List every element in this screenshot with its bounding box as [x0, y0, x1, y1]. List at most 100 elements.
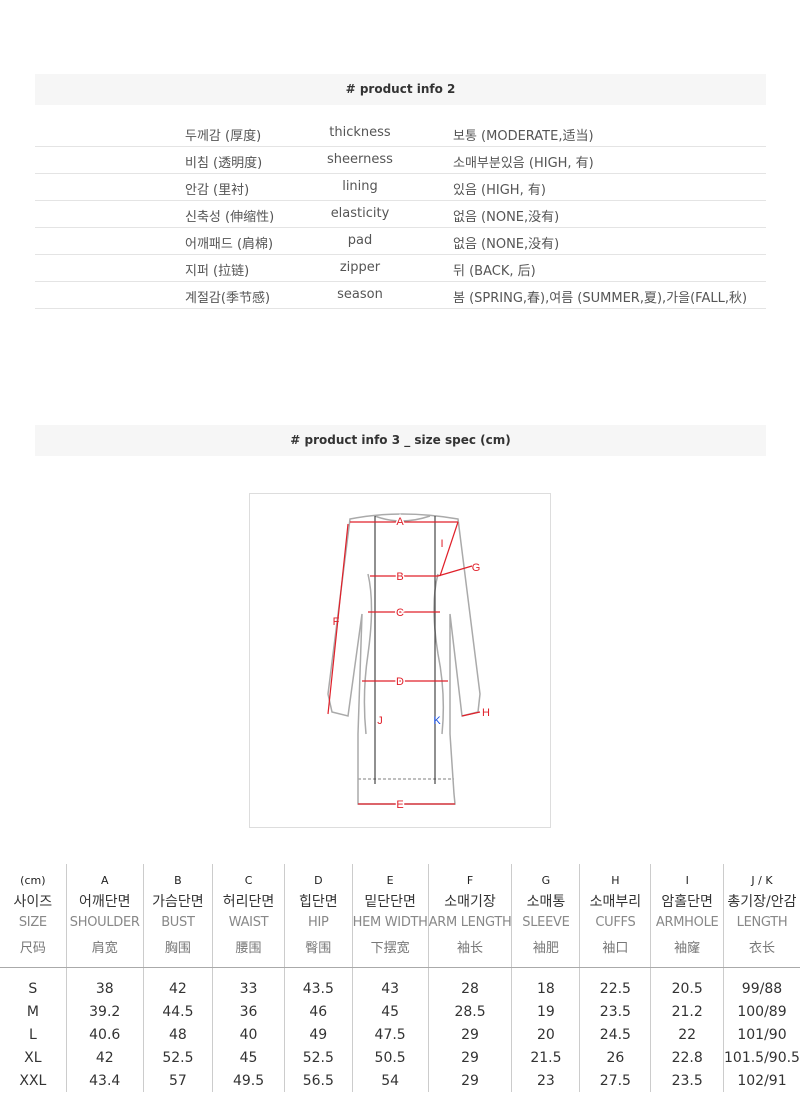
column-korean: 소매부리	[589, 894, 642, 910]
column-chinese: 下摆宽	[370, 941, 410, 956]
attribute-value: 없음 (NONE,没有)	[453, 210, 560, 225]
size-value: 38	[65, 967, 144, 1000]
column-korean: 소매통	[526, 894, 566, 910]
attribute-korean: 신축성 (伸缩性)	[185, 210, 275, 225]
column-letter: C	[244, 874, 253, 887]
diagram-label-g: G	[472, 562, 481, 574]
attribute-value: 있음 (HIGH, 有)	[453, 183, 546, 198]
column-korean: 소매기장	[444, 894, 496, 910]
attribute-english: sheerness	[327, 152, 393, 167]
size-value: 48	[142, 1023, 213, 1046]
info-row: 지퍼 (拉链) zipper 뒤 (BACK, 后)	[35, 255, 766, 282]
size-value: 45	[351, 1000, 429, 1023]
column-korean: 암홀단면	[661, 894, 713, 910]
column-korean: 힙단면	[298, 894, 338, 910]
size-value: 39.2	[65, 1000, 144, 1023]
column-chinese: 袖窿	[674, 941, 701, 956]
attribute-value: 봄 (SPRING,春),여름 (SUMMER,夏),가을(FALL,秋)	[453, 291, 748, 306]
size-value: 22.8	[650, 1046, 724, 1069]
size-value: 42	[142, 967, 213, 1000]
size-value: 29	[427, 1069, 512, 1092]
size-value: 101/90	[722, 1023, 800, 1046]
size-value: 24.5	[579, 1023, 651, 1046]
column-english: SLEEVE	[522, 915, 570, 930]
column-english: SIZE	[18, 915, 47, 930]
info-row: 어깨패드 (肩棉) pad 없음 (NONE,没有)	[35, 228, 766, 255]
column-chinese: 袖肥	[532, 941, 559, 956]
column-korean: 밑단단면	[364, 894, 416, 910]
column-korean: 사이즈	[13, 894, 53, 910]
column-english: BUST	[161, 915, 195, 930]
attribute-korean: 지퍼 (拉链)	[185, 264, 250, 279]
table-row: XL 42 52.5 45 52.5 50.5 29 21.5 26 22.8 101.5/90.5	[0, 1046, 800, 1069]
info-row: 신축성 (伸缩性) elasticity 없음 (NONE,没有)	[35, 201, 766, 228]
column-header: J / K 총기장/안감 LENGTH 衣长	[722, 864, 800, 968]
size-value: 102/91	[722, 1069, 800, 1092]
size-label: M	[26, 1003, 39, 1020]
size-value: 99/88	[722, 967, 800, 1000]
column-letter: F	[466, 874, 474, 887]
diagram-label-c: C	[396, 607, 404, 619]
diagram-label-j: J	[377, 715, 383, 727]
size-label: XXL	[19, 1072, 47, 1089]
size-value: 21.2	[650, 1000, 724, 1023]
size-value: 52.5	[142, 1046, 213, 1069]
table-row: M 39.2 44.5 36 46 45 28.5 19 23.5 21.2 100/89	[0, 1000, 800, 1023]
column-header: C 허리단면 WAIST 腰围	[212, 864, 285, 968]
diagram-label-f: F	[333, 616, 340, 628]
size-value: 23.5	[579, 1000, 651, 1023]
size-value: 28.5	[427, 1000, 512, 1023]
size-value: 33	[212, 967, 285, 1000]
section-header-product-info-2: # product info 2	[35, 74, 766, 105]
size-value: 23.5	[650, 1069, 724, 1092]
info-row: 비침 (透明度) sheerness 소매부분있음 (HIGH, 有)	[35, 147, 766, 174]
column-english: HEM WIDTH	[352, 915, 428, 930]
column-chinese: 衣长	[748, 941, 775, 956]
column-header: E 밑단단면 HEM WIDTH 下摆宽	[351, 864, 429, 968]
table-row: S 38 42 33 43.5 43 28 18 22.5 20.5 99/88	[0, 967, 800, 1000]
size-value: 40	[212, 1023, 285, 1046]
size-spec-table: (cm) 사이즈 SIZE 尺码 A 어깨단면 SHOULDER 肩宽 B 가슴단면 BUST 胸围 C…	[0, 864, 800, 1092]
column-english: SHOULDER	[69, 915, 140, 930]
size-value: 36	[212, 1000, 285, 1023]
column-header: A 어깨단면 SHOULDER 肩宽	[65, 864, 144, 968]
section-header-size-spec: # product info 3 _ size spec (cm)	[35, 425, 766, 456]
size-value: 26	[579, 1046, 651, 1069]
column-letter: B	[174, 874, 182, 887]
diagram-label-d: D	[396, 676, 404, 688]
column-letter: D	[314, 874, 323, 887]
column-letter: J / K	[751, 874, 773, 887]
column-letter: H	[611, 874, 620, 887]
attribute-english: lining	[342, 179, 378, 194]
attribute-korean: 어깨패드 (肩棉)	[185, 237, 274, 252]
size-value: 18	[511, 967, 580, 1000]
attribute-english: zipper	[339, 260, 381, 275]
table-row: L 40.6 48 40 49 47.5 29 20 24.5 22 101/90	[0, 1023, 800, 1046]
size-value: 40.6	[65, 1023, 144, 1046]
column-english: ARMHOLE	[655, 915, 719, 930]
size-value: 43	[351, 967, 429, 1000]
size-value: 21.5	[511, 1046, 580, 1069]
attribute-korean: 안감 (里衬)	[185, 183, 250, 198]
size-value: 20	[511, 1023, 580, 1046]
column-letter: (cm)	[20, 874, 46, 887]
size-value: 27.5	[579, 1069, 651, 1092]
attribute-korean: 비침 (透明度)	[185, 156, 263, 171]
attribute-english: thickness	[329, 125, 391, 140]
attribute-korean: 두께감 (厚度)	[185, 129, 262, 144]
column-chinese: 袖口	[602, 941, 629, 956]
size-value: 19	[511, 1000, 580, 1023]
attribute-english: season	[337, 287, 383, 302]
info-row: 계절감(季节感) season 봄 (SPRING,春),여름 (SUMMER,夏)…	[35, 282, 766, 309]
size-value: 44.5	[142, 1000, 213, 1023]
size-diagram: A B C D E F G H I J K	[249, 493, 551, 828]
column-korean: 가슴단면	[152, 894, 204, 910]
column-header: H 소매부리 CUFFS 袖口	[579, 864, 651, 968]
info-row: 두께감 (厚度) thickness 보통 (MODERATE,适当)	[35, 120, 766, 147]
column-english: CUFFS	[595, 915, 636, 930]
size-label: XL	[24, 1049, 42, 1066]
size-value: 50.5	[351, 1046, 429, 1069]
column-header: D 힙단면 HIP 臀围	[284, 864, 353, 968]
column-chinese: 肩宽	[91, 941, 118, 956]
diagram-label-h: H	[482, 707, 490, 719]
